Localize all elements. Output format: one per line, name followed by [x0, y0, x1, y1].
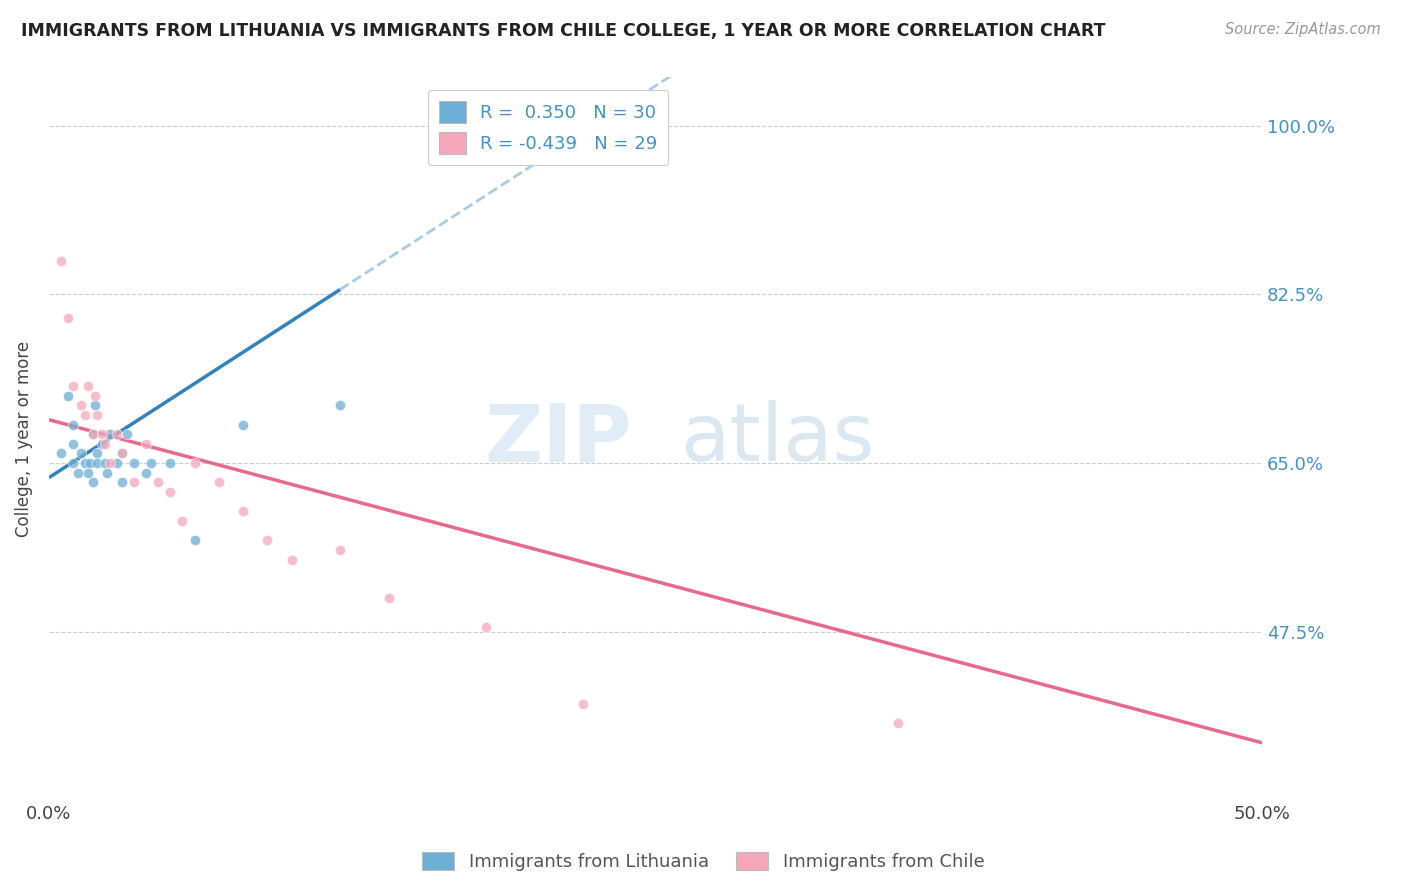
Point	[62, 417, 84, 432]
Point	[474, 620, 496, 634]
Point	[82, 475, 104, 490]
Point	[82, 427, 104, 442]
Point	[76, 466, 98, 480]
Point	[111, 446, 134, 460]
Point	[111, 446, 134, 460]
Point	[94, 437, 117, 451]
Point	[232, 504, 254, 518]
Point	[329, 398, 352, 412]
Point	[887, 716, 910, 731]
Point	[159, 456, 181, 470]
Point	[86, 446, 108, 460]
Point	[75, 456, 97, 470]
Point	[86, 408, 108, 422]
Point	[62, 456, 84, 470]
Point	[183, 456, 205, 470]
Point	[232, 417, 254, 432]
Y-axis label: College, 1 year or more: College, 1 year or more	[15, 341, 32, 537]
Point	[49, 253, 72, 268]
Point	[377, 591, 399, 606]
Point	[84, 389, 107, 403]
Point	[146, 475, 169, 490]
Point	[84, 398, 107, 412]
Text: ZIP: ZIP	[484, 400, 631, 478]
Point	[111, 475, 134, 490]
Point	[67, 466, 90, 480]
Legend: R =  0.350   N = 30, R = -0.439   N = 29: R = 0.350 N = 30, R = -0.439 N = 29	[427, 90, 668, 165]
Point	[76, 379, 98, 393]
Point	[75, 408, 97, 422]
Point	[208, 475, 231, 490]
Point	[172, 514, 194, 528]
Point	[69, 398, 91, 412]
Point	[58, 311, 80, 326]
Point	[159, 485, 181, 500]
Point	[105, 456, 128, 470]
Point	[256, 533, 278, 548]
Point	[91, 437, 114, 451]
Text: atlas: atlas	[679, 400, 875, 478]
Point	[280, 552, 302, 566]
Point	[105, 427, 128, 442]
Point	[62, 379, 84, 393]
Text: Source: ZipAtlas.com: Source: ZipAtlas.com	[1225, 22, 1381, 37]
Point	[69, 446, 91, 460]
Point	[86, 456, 108, 470]
Point	[135, 437, 157, 451]
Point	[115, 427, 138, 442]
Point	[96, 466, 118, 480]
Point	[183, 533, 205, 548]
Point	[139, 456, 162, 470]
Point	[82, 427, 104, 442]
Point	[135, 466, 157, 480]
Point	[98, 456, 121, 470]
Point	[98, 427, 121, 442]
Point	[79, 456, 101, 470]
Point	[62, 437, 84, 451]
Point	[94, 456, 117, 470]
Point	[571, 697, 593, 711]
Point	[91, 427, 114, 442]
Point	[329, 542, 352, 557]
Text: IMMIGRANTS FROM LITHUANIA VS IMMIGRANTS FROM CHILE COLLEGE, 1 YEAR OR MORE CORRE: IMMIGRANTS FROM LITHUANIA VS IMMIGRANTS …	[21, 22, 1105, 40]
Point	[58, 389, 80, 403]
Legend: Immigrants from Lithuania, Immigrants from Chile: Immigrants from Lithuania, Immigrants fr…	[415, 845, 991, 879]
Point	[122, 475, 145, 490]
Point	[122, 456, 145, 470]
Point	[49, 446, 72, 460]
